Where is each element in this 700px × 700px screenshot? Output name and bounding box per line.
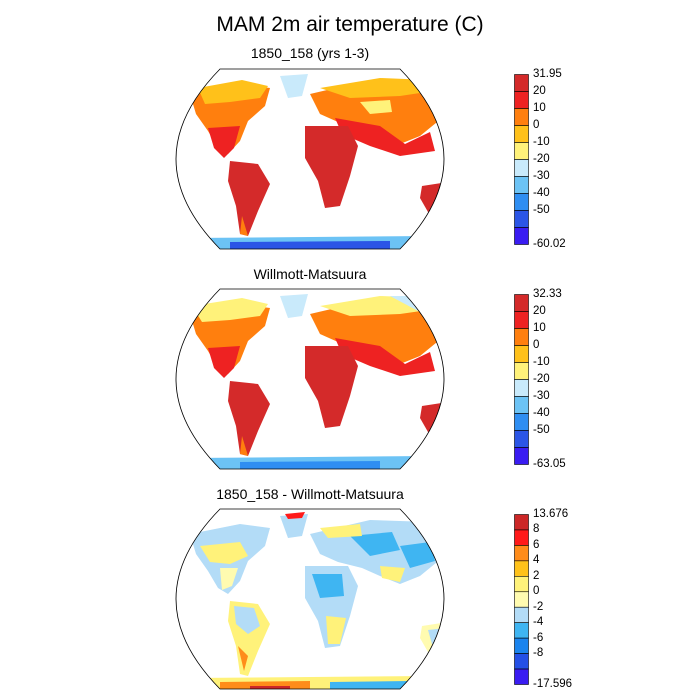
colorbar-swatch	[514, 576, 529, 593]
colorbar-swatch	[514, 430, 529, 448]
colorbar-label: -30	[533, 170, 550, 182]
colorbar-label: -50	[533, 424, 550, 436]
colorbar-label: -4	[533, 616, 544, 629]
colorbar-swatch	[514, 447, 529, 465]
colorbar-swatch	[514, 91, 529, 109]
colorbar-label: 4	[533, 554, 540, 567]
colorbar-swatch	[514, 606, 529, 623]
africa	[305, 346, 358, 428]
south-america	[228, 161, 270, 236]
colorbar-swatch	[514, 396, 529, 414]
colorbar-label: 8	[533, 523, 540, 536]
greenland	[280, 514, 308, 538]
eurasia	[310, 300, 444, 364]
colorbar-swatch	[514, 668, 529, 685]
colorbar-label: -63.05	[533, 458, 566, 470]
colorbar-label: 32.33	[533, 288, 562, 300]
colorbar-swatch	[514, 193, 529, 211]
greenland	[280, 74, 308, 98]
colorbar-swatch	[514, 159, 529, 177]
colorbar-swatch	[514, 622, 529, 639]
colorbar-label: -40	[533, 407, 550, 419]
panel-title-2: Willmott-Matsuura	[253, 266, 367, 282]
colorbar-label: 0	[533, 119, 540, 131]
colorbar-label: -30	[533, 390, 550, 402]
map-panel-1	[175, 68, 445, 250]
greenland	[280, 294, 308, 318]
map-panel-3	[175, 508, 445, 690]
colorbar-label: 2	[533, 569, 540, 582]
south-america	[228, 381, 270, 456]
africa	[305, 126, 358, 208]
colorbar-swatch	[514, 637, 529, 654]
colorbar-swatches	[514, 514, 529, 685]
map-panel-2	[175, 288, 445, 470]
colorbar-swatch	[514, 653, 529, 670]
colorbar-swatch	[514, 514, 529, 531]
colorbar-label: -10	[533, 136, 550, 148]
colorbar-label: -20	[533, 373, 550, 385]
colorbar-swatch	[514, 545, 529, 562]
colorbar-swatch	[514, 227, 529, 245]
colorbar-swatch	[514, 413, 529, 431]
colorbar-label: 0	[533, 339, 540, 351]
colorbar-swatch	[514, 311, 529, 329]
colorbar-label: 10	[533, 102, 546, 114]
panel-title-1: 1850_158 (yrs 1-3)	[250, 45, 370, 61]
colorbar-swatch	[514, 294, 529, 312]
colorbar-swatch	[514, 176, 529, 194]
colorbar-label: 20	[533, 305, 546, 317]
colorbar-swatch	[514, 529, 529, 546]
colorbar-swatch	[514, 210, 529, 228]
colorbar-label: -60.02	[533, 238, 566, 250]
colorbar-swatch	[514, 108, 529, 126]
colorbar-label: 31.95	[533, 68, 562, 80]
panel-title-3: 1850_158 - Willmott-Matsuura	[216, 486, 404, 502]
colorbar-swatch	[514, 74, 529, 92]
figure-title: MAM 2m air temperature (C)	[216, 13, 484, 36]
colorbar-label: -20	[533, 153, 550, 165]
north-america	[190, 304, 270, 374]
colorbar-label: -50	[533, 204, 550, 216]
colorbar-swatches	[514, 74, 529, 245]
colorbar-label: -40	[533, 187, 550, 199]
colorbar-swatch	[514, 345, 529, 363]
colorbar-swatch	[514, 379, 529, 397]
colorbar-swatch	[514, 142, 529, 160]
colorbar-label: -10	[533, 356, 550, 368]
colorbar-swatch	[514, 560, 529, 577]
colorbar-swatch	[514, 362, 529, 380]
colorbar-label: -6	[533, 631, 544, 644]
colorbar-label: -2	[533, 600, 544, 613]
colorbar-swatches	[514, 294, 529, 465]
colorbar-label: 0	[533, 585, 540, 598]
colorbar-swatch	[514, 328, 529, 346]
colorbar-swatch	[514, 591, 529, 608]
colorbar-label: 6	[533, 538, 540, 551]
colorbar-swatch	[514, 125, 529, 143]
colorbar-label: 13.676	[533, 508, 569, 520]
colorbar-label: 10	[533, 322, 546, 334]
colorbar-label: 20	[533, 85, 546, 97]
colorbar-label: -17.596	[533, 678, 573, 690]
colorbar-label: -8	[533, 647, 544, 660]
